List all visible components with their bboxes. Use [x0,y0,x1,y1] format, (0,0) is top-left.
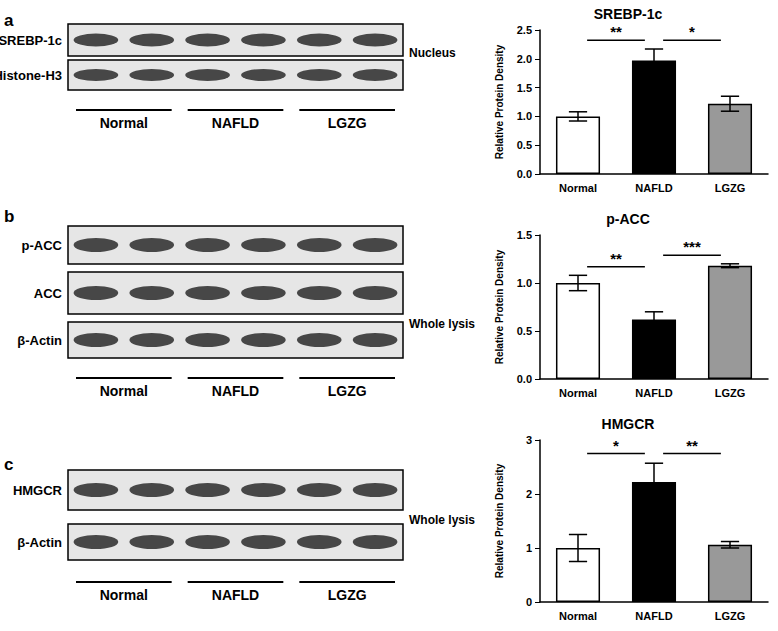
svg-text:0.0: 0.0 [517,168,532,180]
svg-text:c: c [4,455,13,474]
svg-text:Normal: Normal [559,387,597,399]
svg-text:Normal: Normal [559,610,597,622]
svg-text:LGZG: LGZG [715,182,746,194]
svg-text:ACC: ACC [34,286,63,301]
svg-text:Relative Protein Density: Relative Protein Density [494,44,505,159]
svg-text:*: * [613,437,619,454]
svg-text:Normal: Normal [559,182,597,194]
svg-text:Whole lysis: Whole lysis [409,513,475,527]
svg-text:Nucleus: Nucleus [409,46,456,60]
svg-text:2.0: 2.0 [517,53,532,65]
svg-text:0.5: 0.5 [517,139,532,151]
svg-text:**: ** [610,23,622,40]
svg-text:β-Actin: β-Actin [17,535,62,550]
svg-text:0.0: 0.0 [517,373,532,385]
svg-text:Whole lysis: Whole lysis [409,317,475,331]
svg-text:1.0: 1.0 [517,110,532,122]
svg-text:NAFLD: NAFLD [212,115,259,131]
svg-text:LGZG: LGZG [328,383,367,399]
svg-text:NAFLD: NAFLD [212,587,259,603]
svg-text:3: 3 [526,434,532,446]
svg-text:1: 1 [526,542,532,554]
svg-text:Relative Protein Density: Relative Protein Density [494,463,505,578]
svg-text:SREBP-1c: SREBP-1c [0,33,62,48]
svg-text:1.0: 1.0 [517,277,532,289]
svg-text:Normal: Normal [100,115,148,131]
svg-text:**: ** [686,437,698,454]
svg-text:b: b [4,207,14,226]
svg-text:Normal: Normal [100,587,148,603]
svg-text:p-ACC: p-ACC [606,211,650,227]
svg-text:NAFLD: NAFLD [635,610,672,622]
svg-text:NAFLD: NAFLD [212,383,259,399]
svg-text:a: a [4,11,14,30]
svg-text:2: 2 [526,488,532,500]
svg-text:LGZG: LGZG [328,115,367,131]
svg-text:*: * [689,23,695,40]
svg-text:HMGCR: HMGCR [13,483,63,498]
svg-text:LGZG: LGZG [715,387,746,399]
svg-text:1.5: 1.5 [517,229,532,241]
svg-text:SREBP-1c: SREBP-1c [594,6,663,22]
svg-text:0: 0 [526,596,532,608]
svg-text:p-ACC: p-ACC [22,238,63,253]
svg-text:LGZG: LGZG [715,610,746,622]
svg-text:***: *** [683,238,701,255]
svg-text:1.5: 1.5 [517,82,532,94]
svg-text:**: ** [610,250,622,267]
svg-text:NAFLD: NAFLD [635,387,672,399]
svg-text:2.5: 2.5 [517,24,532,36]
svg-text:β-Actin: β-Actin [17,333,62,348]
svg-text:HMGCR: HMGCR [602,416,655,432]
svg-text:Histone-H3: Histone-H3 [0,68,62,83]
svg-text:LGZG: LGZG [328,587,367,603]
svg-text:0.5: 0.5 [517,325,532,337]
svg-text:Normal: Normal [100,383,148,399]
svg-text:NAFLD: NAFLD [635,182,672,194]
svg-text:Relative Protein Density: Relative Protein Density [494,249,505,364]
